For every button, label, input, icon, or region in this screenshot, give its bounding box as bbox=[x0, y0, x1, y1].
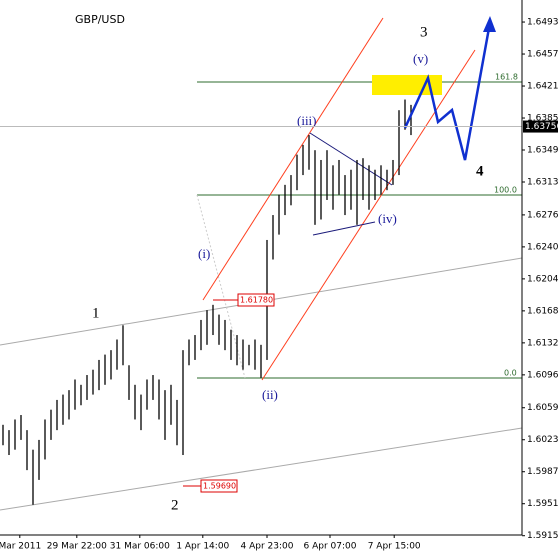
fib-label: 0.0 bbox=[504, 369, 517, 378]
triangle-line bbox=[312, 221, 376, 236]
wave-label: 2 bbox=[171, 497, 179, 513]
chart-title: GBP/USD bbox=[75, 13, 125, 26]
price-tag-text: 1.61780 bbox=[240, 296, 273, 305]
channel-line bbox=[202, 17, 384, 301]
y-tick-label: 1.59512 bbox=[527, 499, 558, 509]
x-tick-label: 1 Apr 14:00 bbox=[176, 542, 229, 552]
wave-label: 4 bbox=[476, 163, 484, 179]
y-tick-label: 1.64932 bbox=[527, 18, 558, 28]
x-tick-label: 29 Mar 22:00 bbox=[47, 542, 107, 552]
y-tick-label: 1.59872 bbox=[527, 467, 558, 477]
y-tick-label: 1.64212 bbox=[527, 82, 558, 92]
subwave-label: (ii) bbox=[262, 387, 278, 402]
channel-line bbox=[0, 427, 523, 511]
target-zone bbox=[372, 75, 442, 95]
y-tick-label: 1.61682 bbox=[527, 306, 558, 316]
price-tag bbox=[200, 479, 238, 493]
y-tick-label: 1.63132 bbox=[527, 178, 558, 188]
y-tick-label: 1.62042 bbox=[527, 274, 558, 284]
subwave-label: (i) bbox=[198, 246, 210, 261]
bars bbox=[2, 99, 412, 505]
y-tick-label: 1.60592 bbox=[527, 403, 558, 413]
y-tick-label: 1.64572 bbox=[527, 50, 558, 60]
x-tick-label: 7 Apr 15:00 bbox=[368, 542, 421, 552]
y-tick-label: 1.59152 bbox=[527, 531, 558, 541]
forecast-path bbox=[403, 27, 491, 161]
subwave-label: (iii) bbox=[297, 113, 317, 128]
last-price-box bbox=[523, 120, 558, 133]
x-tick-label: 6 Apr 07:00 bbox=[304, 542, 357, 552]
y-tick-label: 1.60962 bbox=[527, 370, 558, 380]
subwave-label: (iv) bbox=[378, 211, 397, 226]
y-tick-label: 1.63492 bbox=[527, 146, 558, 156]
subwave-label: (v) bbox=[413, 51, 428, 66]
channel-line bbox=[261, 49, 476, 381]
wave-label: 1 bbox=[92, 305, 100, 321]
fib-label: 161.8 bbox=[495, 73, 518, 82]
arrow-head bbox=[483, 16, 496, 32]
y-tick-label: 1.63852 bbox=[527, 114, 558, 124]
price-tag bbox=[237, 293, 275, 307]
price-tag-text: 1.59690 bbox=[203, 482, 236, 491]
last-price-label: 1.63756 bbox=[525, 122, 558, 132]
y-tick-label: 1.61322 bbox=[527, 338, 558, 348]
x-tick-label: Mar 2011 bbox=[0, 542, 41, 552]
fib-label: 100.0 bbox=[494, 186, 517, 195]
y-tick-label: 1.60232 bbox=[527, 435, 558, 445]
triangle-line bbox=[309, 132, 393, 186]
y-tick-label: 1.62402 bbox=[527, 242, 558, 252]
x-tick-label: 31 Mar 06:00 bbox=[110, 542, 170, 552]
y-tick-label: 1.62762 bbox=[527, 210, 558, 220]
plot-area bbox=[0, 0, 522, 535]
wave-label: 3 bbox=[420, 24, 428, 40]
x-tick-label: 4 Apr 23:00 bbox=[241, 542, 294, 552]
